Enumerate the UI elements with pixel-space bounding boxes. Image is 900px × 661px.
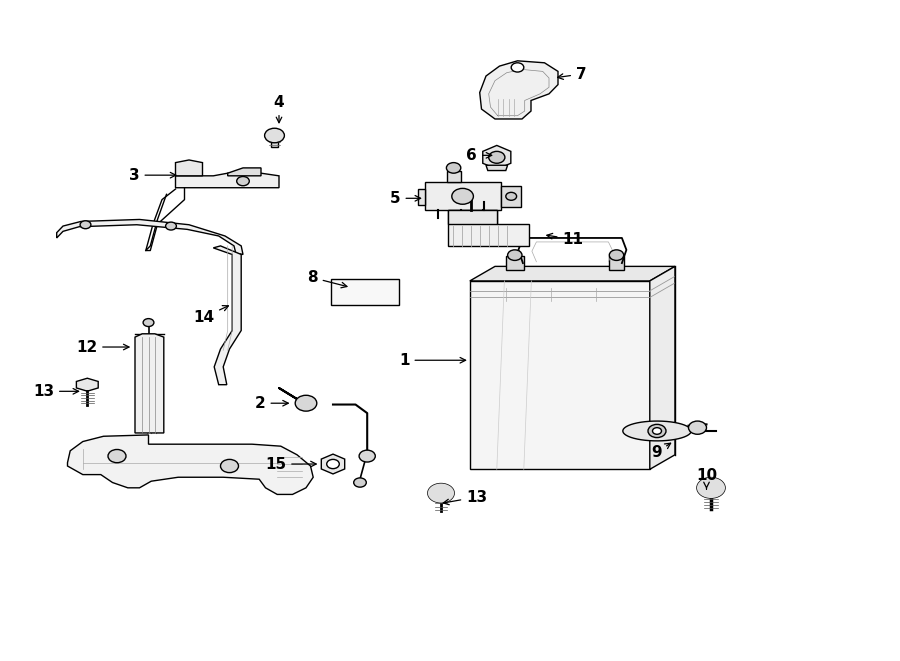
- Circle shape: [652, 428, 662, 434]
- Text: 6: 6: [466, 148, 491, 163]
- Circle shape: [143, 319, 154, 327]
- Circle shape: [609, 250, 624, 260]
- Circle shape: [80, 221, 91, 229]
- Polygon shape: [470, 266, 675, 281]
- Circle shape: [359, 450, 375, 462]
- Circle shape: [489, 151, 505, 163]
- Circle shape: [511, 63, 524, 72]
- Text: 2: 2: [255, 396, 288, 410]
- Circle shape: [697, 477, 725, 498]
- Text: 5: 5: [390, 191, 420, 206]
- Text: 14: 14: [194, 305, 229, 325]
- Polygon shape: [448, 210, 497, 224]
- Circle shape: [327, 459, 339, 469]
- Bar: [271, 136, 278, 147]
- Text: 11: 11: [547, 232, 583, 247]
- Circle shape: [648, 424, 666, 438]
- Text: 8: 8: [307, 270, 347, 288]
- Circle shape: [446, 163, 461, 173]
- Polygon shape: [135, 334, 164, 433]
- Polygon shape: [321, 454, 345, 474]
- Text: 7: 7: [558, 67, 587, 81]
- Polygon shape: [176, 160, 202, 176]
- Polygon shape: [76, 378, 98, 391]
- Polygon shape: [482, 145, 511, 169]
- Polygon shape: [228, 168, 261, 176]
- Circle shape: [166, 222, 176, 230]
- Polygon shape: [68, 435, 313, 494]
- Polygon shape: [448, 210, 529, 246]
- Polygon shape: [447, 171, 461, 182]
- Polygon shape: [650, 266, 675, 469]
- Text: 12: 12: [76, 340, 129, 354]
- Circle shape: [220, 459, 238, 473]
- Circle shape: [265, 128, 284, 143]
- Text: 4: 4: [274, 95, 284, 123]
- Polygon shape: [470, 281, 650, 469]
- Polygon shape: [213, 246, 241, 385]
- Polygon shape: [480, 61, 558, 119]
- Text: 13: 13: [33, 384, 78, 399]
- Circle shape: [108, 449, 126, 463]
- Bar: [609, 256, 624, 270]
- Polygon shape: [623, 421, 691, 441]
- Bar: [506, 256, 524, 270]
- Polygon shape: [418, 189, 425, 205]
- Polygon shape: [176, 173, 279, 188]
- Text: 15: 15: [266, 457, 316, 471]
- Polygon shape: [431, 487, 451, 499]
- Polygon shape: [57, 219, 243, 254]
- Circle shape: [354, 478, 366, 487]
- Circle shape: [452, 188, 473, 204]
- Text: 9: 9: [651, 443, 670, 460]
- Circle shape: [237, 176, 249, 186]
- Bar: [331, 279, 399, 305]
- Circle shape: [428, 483, 454, 503]
- Circle shape: [506, 192, 517, 200]
- Text: 1: 1: [399, 353, 465, 368]
- Polygon shape: [501, 186, 521, 207]
- Text: 13: 13: [444, 490, 487, 505]
- Circle shape: [295, 395, 317, 411]
- Text: 10: 10: [696, 469, 717, 489]
- Polygon shape: [425, 182, 501, 210]
- Circle shape: [688, 421, 706, 434]
- Circle shape: [508, 250, 522, 260]
- Polygon shape: [700, 481, 722, 494]
- Text: 3: 3: [129, 168, 176, 182]
- Polygon shape: [486, 165, 508, 171]
